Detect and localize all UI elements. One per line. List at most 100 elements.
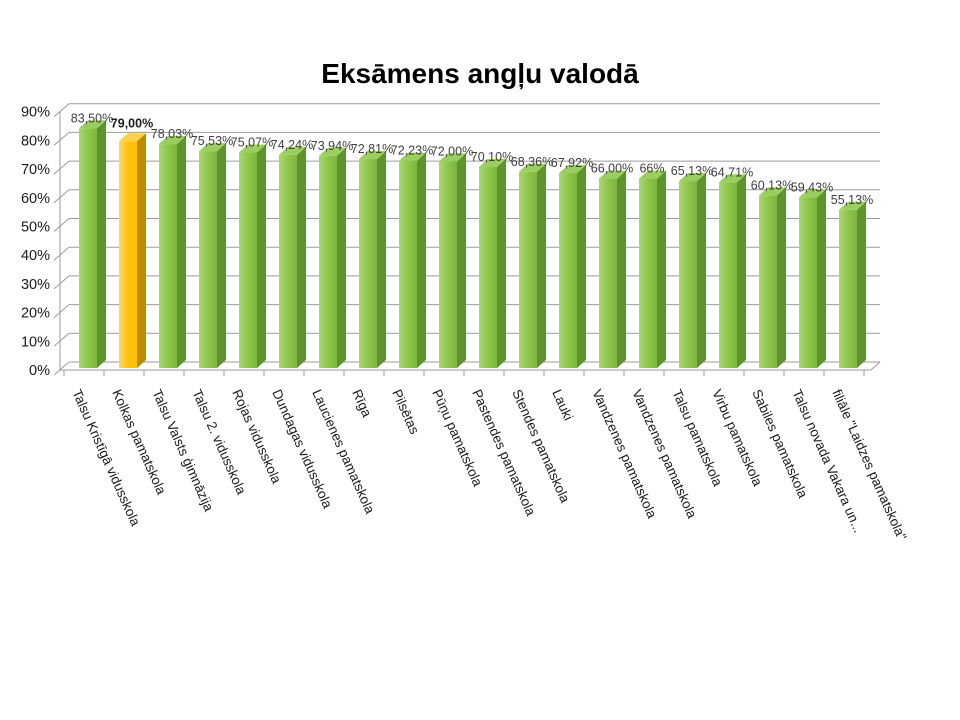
bar-top-face	[279, 146, 306, 155]
bar-side-face	[217, 143, 226, 368]
y-axis-tick-label: 40%	[21, 248, 50, 264]
bar-side-face	[97, 120, 106, 368]
category-label: Pilsētas	[389, 387, 422, 437]
y-axis-tick	[53, 246, 70, 261]
bar-value-label: 75,07%	[231, 136, 273, 150]
bar-side-face	[537, 163, 546, 368]
bar-top-face	[479, 158, 506, 167]
y-axis-tick-label: 30%	[21, 277, 50, 293]
bar-value-label: 66,00%	[591, 162, 633, 176]
bar	[559, 165, 586, 368]
bar-front-face	[559, 173, 577, 368]
bar-side-face	[337, 147, 346, 368]
bar-value-label: 67,92%	[551, 156, 593, 170]
y-axis-tick	[53, 189, 70, 204]
bar-side-face	[697, 173, 706, 368]
bar-front-face	[239, 152, 257, 368]
bar-front-face	[799, 197, 817, 368]
bar-top-face	[199, 143, 226, 152]
bar-side-face	[417, 152, 426, 368]
bar-front-face	[159, 144, 177, 368]
bar	[679, 173, 706, 368]
bar	[279, 146, 306, 368]
bar-side-face	[377, 151, 386, 368]
floor-right-edge	[870, 361, 881, 371]
bar-top-face	[439, 153, 466, 162]
bar	[759, 187, 786, 368]
bar-side-face	[817, 189, 826, 368]
bar-value-label: 68,36%	[511, 155, 553, 169]
bar-top-face	[399, 152, 426, 161]
y-axis-tick-label: 10%	[21, 334, 50, 350]
category-label: Talsu novada Vakara un...	[789, 387, 866, 535]
y-axis-tick-label: 90%	[21, 105, 50, 121]
y-axis-tick-label: 80%	[21, 133, 50, 149]
bar	[599, 170, 626, 368]
y-axis-tick	[53, 103, 70, 118]
bar-top-face	[639, 170, 666, 179]
y-axis-tick	[53, 361, 70, 376]
category-label: filiāle "Laidzes pamatskola"	[829, 387, 909, 543]
bar-value-label: 55,13%	[831, 193, 873, 207]
bar-value-label: 66%	[639, 162, 664, 176]
bar-top-face	[679, 173, 706, 182]
bar-front-face	[399, 160, 417, 368]
chart-title: Eksāmens angļu valodā	[321, 58, 639, 89]
bar	[639, 170, 666, 368]
bar-top-face	[599, 170, 626, 179]
bar-side-face	[497, 158, 506, 368]
bar-front-face	[199, 151, 217, 368]
y-axis-tick	[53, 332, 70, 347]
y-axis-tick	[53, 132, 70, 146]
bar-value-label: 60,13%	[751, 178, 793, 192]
bar-value-label: 83,50%	[71, 111, 113, 125]
bar-side-face	[257, 144, 266, 368]
bar-front-face	[79, 128, 97, 368]
y-axis-tick-label: 60%	[21, 191, 50, 207]
bar-value-label: 78,03%	[151, 127, 193, 141]
bar-side-face	[657, 170, 666, 368]
bar-top-face	[119, 133, 146, 142]
bar	[519, 163, 546, 368]
y-axis-tick	[53, 304, 70, 318]
bar-value-label: 79,00%	[111, 116, 153, 130]
bar-top-face	[759, 187, 786, 196]
bar-top-face	[799, 189, 826, 198]
bar-value-label: 59,43%	[791, 180, 833, 194]
bar	[199, 143, 226, 368]
y-axis-tick	[53, 275, 70, 290]
bar-top-face	[719, 174, 746, 183]
bar-front-face	[639, 178, 657, 368]
bar	[799, 189, 826, 368]
bar-value-label: 70,10%	[471, 150, 513, 164]
bar-side-face	[177, 136, 186, 368]
category-label: Rīga	[349, 387, 375, 420]
bar-front-face	[679, 181, 697, 368]
bar-top-face	[559, 165, 586, 174]
bar	[359, 151, 386, 368]
bar-front-face	[119, 141, 137, 368]
bar-side-face	[777, 187, 786, 368]
bar	[79, 120, 106, 368]
bar-front-face	[519, 171, 537, 368]
bar-front-face	[839, 209, 857, 368]
bar-side-face	[297, 146, 306, 368]
bar-value-label: 72,81%	[351, 142, 393, 156]
bar	[239, 144, 266, 368]
bar-highlighted	[119, 133, 146, 368]
bar-side-face	[617, 170, 626, 368]
bar-value-label: 72,23%	[391, 144, 433, 158]
bar-value-label: 75,53%	[191, 134, 233, 148]
bar	[159, 136, 186, 368]
bar-top-face	[79, 120, 106, 129]
bar-value-label: 72,00%	[431, 144, 473, 158]
y-axis-tick-label: 70%	[21, 162, 50, 178]
bar-front-face	[359, 159, 377, 368]
y-axis-tick	[53, 160, 70, 175]
bar-top-face	[519, 163, 546, 172]
bar-value-label: 74,24%	[271, 138, 313, 152]
bar-top-face	[319, 147, 346, 156]
y-axis-tick-label: 0%	[29, 363, 50, 379]
bar-front-face	[599, 178, 617, 368]
